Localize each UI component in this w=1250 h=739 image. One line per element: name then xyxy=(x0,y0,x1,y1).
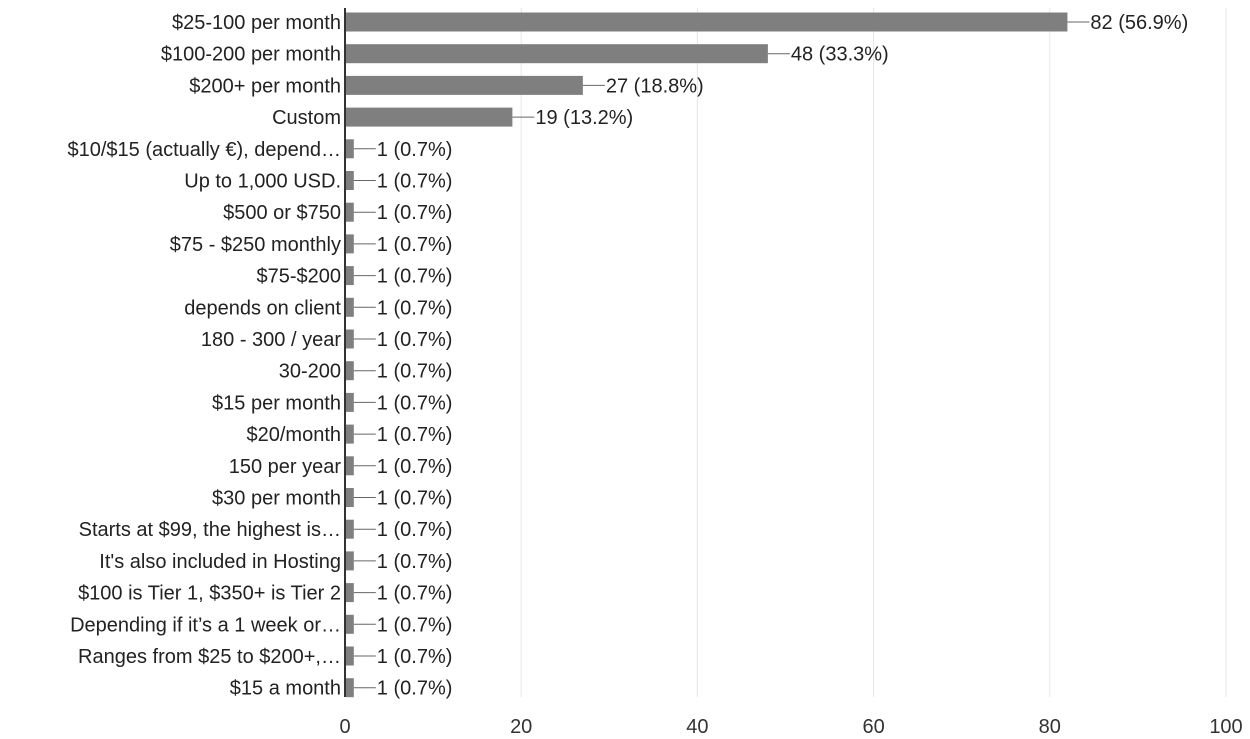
data-label: 1 (0.7%) xyxy=(377,297,453,319)
data-label: 82 (56.9%) xyxy=(1090,12,1188,34)
bar xyxy=(346,424,354,444)
category-label: It's also included in Hosting xyxy=(99,551,341,573)
bar xyxy=(346,456,354,476)
bar xyxy=(346,171,354,190)
bar xyxy=(346,12,1068,32)
x-tick-label: 100 xyxy=(1209,716,1242,738)
category-label: $30 per month xyxy=(212,488,341,510)
bar xyxy=(346,551,354,571)
category-label: depends on client xyxy=(184,297,341,319)
data-label: 1 (0.7%) xyxy=(377,519,453,541)
data-label: 1 (0.7%) xyxy=(377,551,453,573)
category-label: $25-100 per month xyxy=(172,12,341,34)
category-label: $10/$15 (actually €), depend… xyxy=(67,139,341,161)
data-label: 27 (18.8%) xyxy=(606,75,704,97)
data-label: 1 (0.7%) xyxy=(377,678,453,700)
data-label: 1 (0.7%) xyxy=(377,234,453,256)
data-label: 1 (0.7%) xyxy=(377,266,453,288)
category-label: 150 per year xyxy=(229,456,342,478)
data-label: 19 (13.2%) xyxy=(535,107,633,129)
bar xyxy=(346,392,354,412)
bar xyxy=(346,614,354,634)
category-label: 180 - 300 / year xyxy=(201,329,341,351)
x-tick-label: 80 xyxy=(1039,716,1061,738)
bar xyxy=(346,202,354,222)
bar xyxy=(346,297,354,317)
category-label: Depending if it’s a 1 week or… xyxy=(70,614,341,636)
category-label: $75-$200 xyxy=(256,266,341,288)
x-axis-ticks: 0 20 40 60 80 100 xyxy=(339,716,1242,738)
data-label: 1 (0.7%) xyxy=(377,488,453,510)
bar xyxy=(346,266,354,286)
data-label: 1 (0.7%) xyxy=(377,392,453,414)
category-label: $75 - $250 monthly xyxy=(170,234,341,256)
x-tick-label: 40 xyxy=(686,716,708,738)
bars xyxy=(346,12,1068,698)
data-label: 1 (0.7%) xyxy=(377,583,453,605)
category-label: $200+ per month xyxy=(189,75,341,97)
x-tick-label: 0 xyxy=(339,716,350,738)
category-label: $20/month xyxy=(246,424,341,446)
bar xyxy=(346,678,354,698)
bar xyxy=(346,139,354,159)
x-tick-label: 20 xyxy=(510,716,532,738)
gridlines xyxy=(520,8,1227,697)
x-tick-label: 60 xyxy=(862,716,884,738)
bar xyxy=(346,646,354,666)
data-label: 1 (0.7%) xyxy=(377,202,453,224)
bar xyxy=(346,583,354,603)
bar xyxy=(346,361,354,381)
category-label: $500 or $750 xyxy=(223,202,341,224)
bar xyxy=(346,234,354,254)
category-label: $100-200 per month xyxy=(161,44,341,66)
data-label: 1 (0.7%) xyxy=(377,424,453,446)
bar xyxy=(346,519,354,539)
category-label: Custom xyxy=(272,107,341,129)
data-label: 1 (0.7%) xyxy=(377,646,453,668)
category-label: Ranges from $25 to $200+,… xyxy=(78,646,341,668)
bar xyxy=(346,107,513,127)
bar xyxy=(346,75,583,95)
data-label: 1 (0.7%) xyxy=(377,456,453,478)
data-label: 1 (0.7%) xyxy=(377,614,453,636)
category-label: $15 a month xyxy=(230,678,341,700)
bar xyxy=(346,329,354,349)
category-label: 30-200 xyxy=(279,361,341,383)
data-label: 1 (0.7%) xyxy=(377,139,453,161)
bar xyxy=(346,44,768,64)
data-label: 1 (0.7%) xyxy=(377,329,453,351)
category-label: Starts at $99, the highest is… xyxy=(79,519,341,541)
category-label: $15 per month xyxy=(212,392,341,414)
category-label: $100 is Tier 1, $350+ is Tier 2 xyxy=(78,583,341,605)
category-labels: $25-100 per month $100-200 per month $200+… xyxy=(67,12,341,700)
data-label: 48 (33.3%) xyxy=(791,44,889,66)
data-label: 1 (0.7%) xyxy=(377,171,453,193)
data-label: 1 (0.7%) xyxy=(377,361,453,383)
data-labels: 82 (56.9%) 48 (33.3%) 27 (18.8%) 19 (13.2%)… xyxy=(353,12,1188,700)
category-label: Up to 1,000 USD. xyxy=(184,171,341,193)
bar xyxy=(346,488,354,507)
